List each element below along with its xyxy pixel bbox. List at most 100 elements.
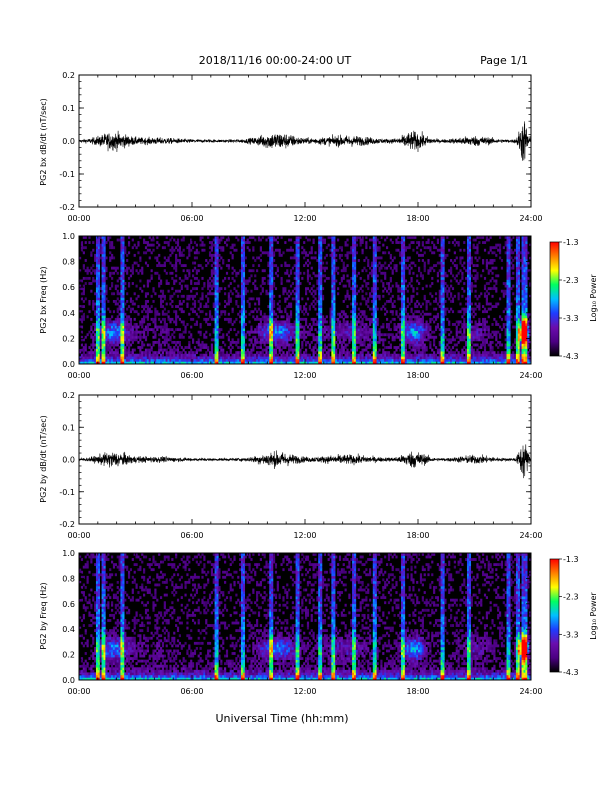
spectrogram-cell	[385, 282, 389, 285]
spectrogram-cell	[212, 276, 215, 280]
spectrogram-cell	[389, 346, 392, 349]
spectrogram-cell	[433, 307, 436, 311]
spectrogram-cell	[401, 297, 404, 301]
spectrogram-cell	[393, 353, 396, 357]
spectrogram-cell	[203, 243, 206, 247]
spectrogram-cell	[427, 312, 430, 316]
spectrogram-cell	[271, 338, 274, 342]
spectrogram-cell	[402, 356, 406, 360]
spectrogram-cell	[289, 338, 293, 342]
spectrogram-cell	[361, 351, 364, 355]
spectrogram-cell	[242, 307, 246, 311]
spectrogram-cell	[90, 271, 93, 275]
spectrogram-cell	[325, 315, 328, 319]
spectrogram-cell	[127, 351, 131, 355]
spectrogram-cell	[333, 330, 336, 334]
spectrogram-cell	[306, 356, 310, 360]
spectrogram-cell	[329, 312, 332, 316]
spectrogram-cell	[436, 358, 440, 362]
spectrogram-cell	[116, 330, 119, 334]
spectrogram-cell	[169, 328, 172, 332]
spectrogram-cell	[369, 361, 372, 365]
spectrogram-cell	[299, 271, 302, 275]
spectrogram-cell	[429, 353, 432, 357]
spectrogram-cell	[404, 246, 407, 250]
spectrogram-cell	[248, 361, 251, 365]
spectrogram-cell	[295, 300, 298, 303]
spectrogram-cell	[416, 358, 419, 362]
spectrogram-cell	[305, 330, 308, 334]
spectrogram-cell	[401, 335, 404, 339]
spectrogram-cell	[402, 330, 406, 334]
spectrogram-cell	[210, 348, 214, 352]
spectrogram-cell	[410, 356, 413, 360]
spectrogram-cell	[269, 287, 272, 291]
spectrogram-cell	[412, 248, 415, 252]
spectrogram-cell	[423, 251, 426, 255]
spectrogram-cell	[242, 241, 246, 244]
spectrogram-cell	[440, 297, 443, 301]
spectrogram-cell	[242, 356, 246, 360]
spectrogram-cell	[288, 333, 291, 337]
spectrogram-cell	[331, 348, 334, 352]
spectrogram-cell	[90, 251, 93, 255]
spectrogram-cell	[289, 315, 293, 319]
spectrogram-cell	[188, 335, 191, 339]
spectrogram-cell	[250, 353, 253, 357]
spectrogram-cell	[256, 346, 259, 349]
spectrogram-cell	[421, 353, 424, 357]
spectrogram-cell	[329, 330, 332, 334]
spectrogram-cell	[252, 356, 255, 360]
spectrogram-cell	[259, 346, 262, 349]
spectrogram-cell	[316, 361, 319, 365]
spectrogram-cell	[256, 328, 259, 332]
spectrogram-cell	[419, 330, 423, 334]
spectrogram-cell	[163, 338, 166, 342]
spectrogram-cell	[440, 241, 443, 244]
spectrogram-cell	[280, 330, 283, 334]
spectrogram-cell	[297, 256, 300, 260]
spectrogram-cell	[92, 358, 95, 362]
spectrogram-cell	[278, 251, 281, 255]
spectrogram-cell	[412, 320, 415, 324]
spectrogram-cell	[370, 340, 374, 344]
spectrogram-cell	[402, 271, 406, 275]
spectrogram-cell	[135, 361, 138, 365]
spectrogram-cell	[97, 338, 101, 342]
spectrogram-cell	[353, 353, 357, 357]
spectrogram-cell	[284, 287, 287, 291]
spectrogram-cell	[370, 274, 374, 278]
spectrogram-cell	[404, 325, 407, 329]
spectrogram-cell	[376, 274, 379, 278]
spectrogram-cell	[101, 312, 104, 316]
spectrogram-cell	[103, 246, 106, 250]
spectrogram-cell	[312, 317, 315, 321]
spectrogram-cell	[340, 328, 343, 332]
spectrogram-cell	[359, 335, 362, 339]
spectrogram-cell	[299, 353, 302, 357]
spectrogram-cell	[308, 356, 311, 360]
spectrogram-cell	[425, 328, 428, 332]
spectrogram-cell	[274, 361, 278, 365]
spectrogram-cell	[214, 333, 217, 337]
spectrogram-cell	[156, 264, 159, 268]
spectrogram-cell	[109, 346, 112, 349]
spectrogram-cell	[384, 307, 387, 311]
spectrogram-cell	[289, 330, 293, 334]
spectrogram-cell	[434, 325, 438, 329]
spectrogram-cell	[408, 356, 411, 360]
spectrogram-cell	[370, 300, 374, 303]
spectrogram-cell	[352, 269, 355, 273]
spectrogram-cell	[355, 333, 359, 337]
spectrogram-cell	[331, 243, 334, 247]
spectrogram-cell	[214, 335, 217, 339]
spectrogram-cell	[143, 343, 146, 347]
spectrogram-cell	[88, 358, 91, 362]
spectrogram-cell	[163, 312, 166, 316]
spectrogram-cell	[427, 261, 430, 265]
spectrogram-cell	[310, 248, 313, 252]
spectrogram-cell	[250, 310, 253, 314]
spectrogram-cell	[425, 320, 428, 324]
spectrogram-cell	[169, 317, 172, 321]
spectrogram-cell	[423, 246, 426, 250]
